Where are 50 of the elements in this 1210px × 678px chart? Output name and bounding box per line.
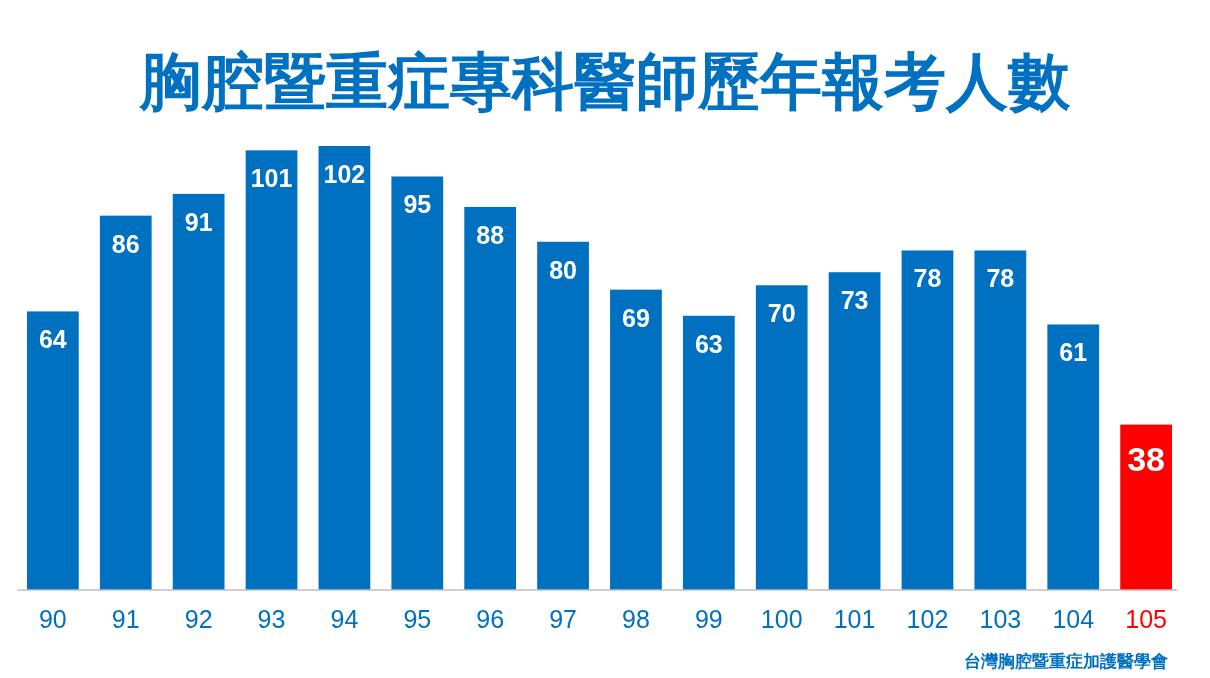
x-tick-label: 91 (111, 605, 140, 633)
data-label: 78 (913, 264, 942, 293)
bar (682, 315, 735, 590)
x-tick-label: 97 (549, 605, 577, 633)
bar (1047, 324, 1100, 590)
bar (755, 285, 808, 590)
bar (1120, 424, 1172, 590)
x-tick-label: 99 (694, 605, 723, 633)
bar (537, 241, 589, 590)
x-tick-label: 96 (476, 605, 505, 633)
bar (610, 289, 662, 590)
data-label: 61 (1059, 338, 1088, 367)
data-label: 102 (323, 160, 366, 188)
bar (391, 176, 444, 590)
data-label: 91 (184, 207, 213, 236)
data-label: 69 (622, 303, 650, 332)
data-label: 70 (767, 299, 796, 328)
data-label: 88 (476, 220, 505, 249)
x-tick-label: 101 (833, 605, 876, 633)
bar (464, 206, 517, 590)
x-tick-label: 92 (184, 605, 213, 633)
data-label: 63 (694, 329, 723, 358)
bar (245, 150, 298, 590)
x-tick-label: 104 (1052, 605, 1095, 633)
data-label: 80 (549, 255, 577, 284)
bar (99, 215, 152, 590)
bar (901, 250, 954, 590)
x-tick-label: 93 (257, 605, 286, 633)
x-tick-label: 102 (906, 605, 949, 633)
data-label: 86 (111, 229, 140, 258)
bar (318, 146, 371, 590)
data-label: 73 (840, 286, 869, 315)
x-tick-label: 90 (38, 605, 67, 633)
x-tick-label: 105 (1125, 605, 1167, 633)
data-label: 38 (1127, 439, 1166, 478)
data-label: 95 (403, 190, 432, 219)
x-tick-label: 100 (760, 605, 803, 633)
bar (27, 311, 79, 590)
bar (828, 272, 881, 590)
x-tick-label: 103 (979, 605, 1022, 633)
chart-title: 胸腔暨重症專科醫師歷年報考人數 (138, 45, 1071, 118)
data-label: 64 (38, 325, 67, 354)
data-label: 101 (250, 164, 293, 193)
data-label: 78 (986, 264, 1015, 293)
bar (172, 193, 225, 590)
x-tick-label: 94 (330, 605, 359, 633)
x-tick-label: 95 (403, 605, 432, 633)
x-tick-label: 98 (622, 605, 650, 633)
text: 台灣胸腔暨重症加護醫學會 (964, 651, 1168, 671)
bar (974, 250, 1027, 590)
